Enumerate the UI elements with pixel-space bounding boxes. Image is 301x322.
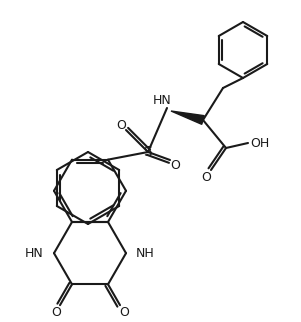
Text: NH: NH (136, 247, 155, 260)
Text: OH: OH (250, 137, 270, 149)
Text: HN: HN (25, 247, 44, 260)
Polygon shape (171, 111, 204, 124)
Text: O: O (119, 306, 129, 318)
Text: O: O (116, 118, 126, 131)
Text: O: O (201, 171, 211, 184)
Text: O: O (170, 158, 180, 172)
Text: O: O (51, 306, 61, 318)
Text: HN: HN (153, 93, 171, 107)
Text: S: S (144, 145, 152, 159)
